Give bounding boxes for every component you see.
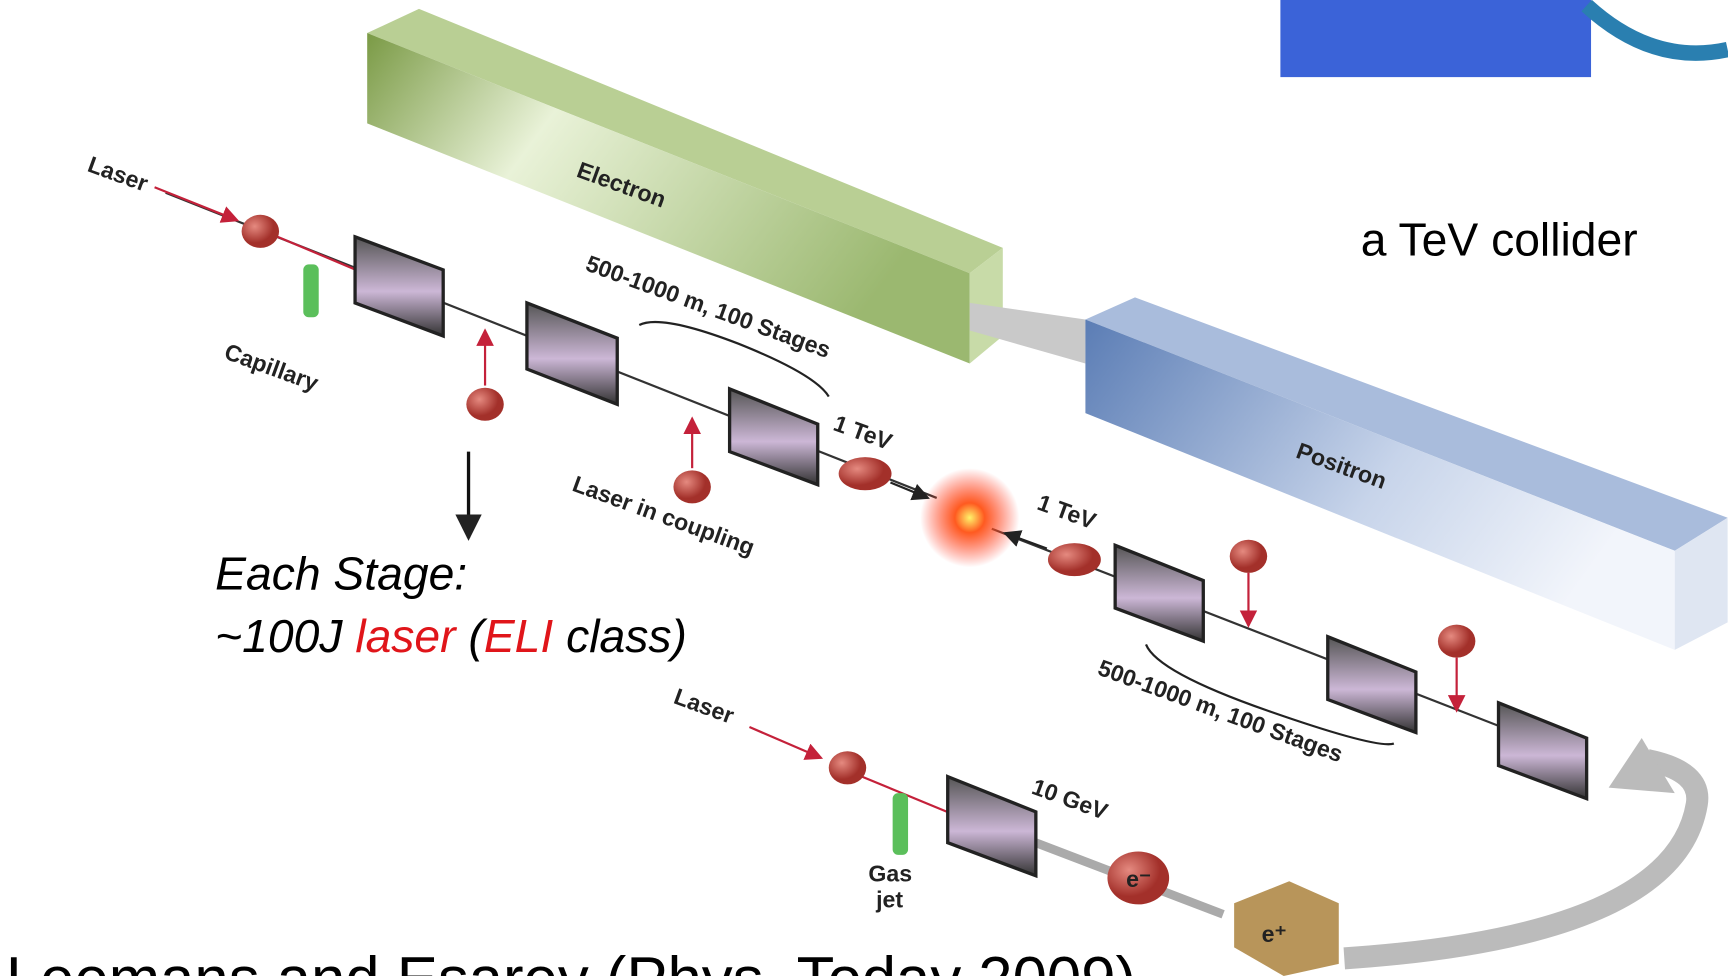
laser-arrow [748,726,824,760]
laser-beam [848,770,951,814]
laser-beam [264,230,365,275]
positron-box [1085,297,1728,650]
label: 1 TeV [830,410,896,455]
label: Laser in coupling [569,470,758,560]
return-arrow-head [1608,738,1675,794]
laser-arrow [154,186,240,223]
text-part: Gas [868,860,912,886]
collision [920,468,1020,568]
label: e⁺ [1262,921,1287,947]
connector [969,302,1086,364]
stage-detail: ~100J laser (ELI class) [215,610,687,662]
label: 10 GeV [1029,773,1112,824]
text-part: laser [355,610,457,662]
label: Laser [85,151,152,197]
text-part: ~100J [215,610,355,662]
text-part: ELI [484,610,554,662]
brace [1144,643,1395,746]
text-part: jet [875,887,903,913]
stages [353,234,1589,879]
beam-arrow [1002,530,1048,550]
stage-title: Each Stage: [215,547,467,599]
citation: Leemans and Esarey (Phys. Today 2009) [6,945,1136,976]
label: 1 TeV [1034,489,1100,534]
label: Capillary [221,338,322,396]
text-part: ( [456,610,489,662]
laser-sources [241,214,1476,905]
text-part: class) [553,610,687,662]
label: Gas jet [868,860,912,912]
note: a TeV collider [1361,214,1638,266]
logo [1280,0,1592,78]
label: e⁻ [1126,866,1151,892]
brace [638,320,830,398]
logo-arc [1581,0,1728,61]
positron-target [1234,881,1339,976]
label: Laser [671,683,738,729]
beam-arrow [890,481,930,501]
return-arrow [1343,749,1709,970]
label: 500-1000 m, 100 Stages [1095,654,1347,767]
